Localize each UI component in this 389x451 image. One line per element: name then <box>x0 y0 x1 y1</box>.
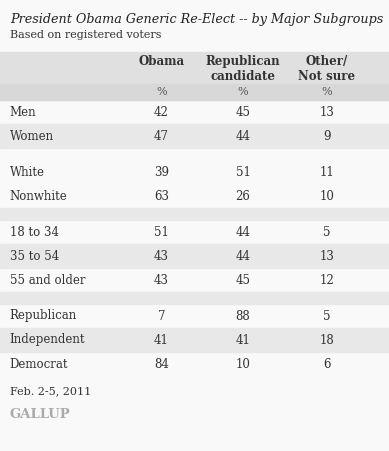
Bar <box>0 244 389 268</box>
Text: 41: 41 <box>236 333 251 346</box>
Text: 11: 11 <box>319 166 334 179</box>
Text: 63: 63 <box>154 189 169 202</box>
Text: 7: 7 <box>158 309 165 322</box>
Bar <box>0 208 389 220</box>
Text: Women: Women <box>10 129 54 143</box>
Bar <box>0 292 389 304</box>
Text: Republican: Republican <box>10 309 77 322</box>
Text: 5: 5 <box>323 309 331 322</box>
Text: Feb. 2-5, 2011: Feb. 2-5, 2011 <box>10 386 91 396</box>
Text: 13: 13 <box>319 249 334 262</box>
Text: 44: 44 <box>236 226 251 239</box>
Text: 9: 9 <box>323 129 331 143</box>
Text: %: % <box>238 87 249 97</box>
Text: Men: Men <box>10 106 36 119</box>
Bar <box>0 328 389 352</box>
Text: Republican
candidate: Republican candidate <box>206 55 280 83</box>
Text: %: % <box>156 87 167 97</box>
Bar <box>0 84 389 100</box>
Text: Democrat: Democrat <box>10 358 68 371</box>
Text: Based on registered voters: Based on registered voters <box>10 30 161 40</box>
Text: White: White <box>10 166 45 179</box>
Text: 51: 51 <box>154 226 169 239</box>
Text: 6: 6 <box>323 358 331 371</box>
Text: 10: 10 <box>236 358 251 371</box>
Text: 43: 43 <box>154 273 169 286</box>
Text: Other/
Not sure: Other/ Not sure <box>298 55 355 83</box>
Text: 47: 47 <box>154 129 169 143</box>
Text: 51: 51 <box>236 166 251 179</box>
Text: 13: 13 <box>319 106 334 119</box>
Text: GALLUP: GALLUP <box>10 408 70 421</box>
Text: 5: 5 <box>323 226 331 239</box>
Text: 45: 45 <box>236 273 251 286</box>
Text: 55 and older: 55 and older <box>10 273 85 286</box>
Text: 41: 41 <box>154 333 169 346</box>
Text: 84: 84 <box>154 358 169 371</box>
Text: 26: 26 <box>236 189 251 202</box>
Text: 18 to 34: 18 to 34 <box>10 226 59 239</box>
Text: Obama: Obama <box>138 55 184 68</box>
Text: 42: 42 <box>154 106 169 119</box>
Bar <box>0 52 389 100</box>
Text: 44: 44 <box>236 249 251 262</box>
Text: 88: 88 <box>236 309 251 322</box>
Text: 39: 39 <box>154 166 169 179</box>
Text: 44: 44 <box>236 129 251 143</box>
Text: %: % <box>321 87 332 97</box>
Text: 35 to 54: 35 to 54 <box>10 249 59 262</box>
Text: 45: 45 <box>236 106 251 119</box>
Text: Nonwhite: Nonwhite <box>10 189 67 202</box>
Text: 18: 18 <box>319 333 334 346</box>
Bar <box>0 124 389 148</box>
Text: 43: 43 <box>154 249 169 262</box>
Text: President Obama Generic Re-Elect -- by Major Subgroups: President Obama Generic Re-Elect -- by M… <box>10 13 383 26</box>
Text: Independent: Independent <box>10 333 85 346</box>
Text: 10: 10 <box>319 189 334 202</box>
Text: 12: 12 <box>319 273 334 286</box>
